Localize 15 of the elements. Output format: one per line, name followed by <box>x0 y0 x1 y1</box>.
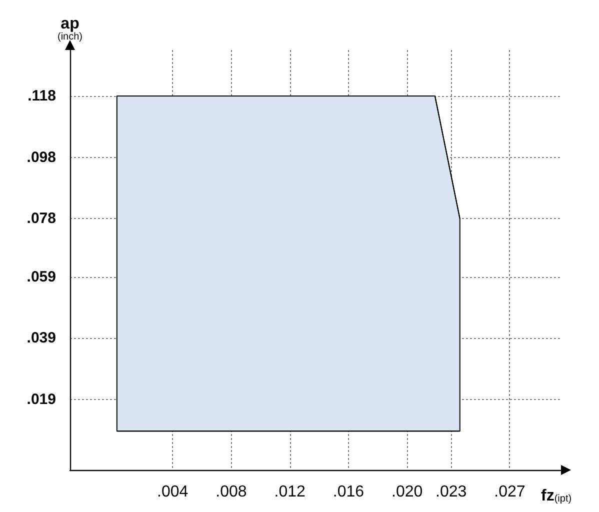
y-tick-label: .019 <box>26 390 56 408</box>
y-tick-label: .039 <box>26 330 56 347</box>
x-tick-label: .004 <box>157 484 188 500</box>
x-tick-label: .008 <box>216 484 247 500</box>
x-tick-label: .012 <box>274 484 306 500</box>
y-tick-label: .098 <box>26 148 56 166</box>
x-axis-title: fz(ipt) <box>541 488 572 504</box>
y-tick-label: .059 <box>26 268 56 286</box>
x-tick-label: .020 <box>392 484 423 500</box>
y-axis-title: ap (inch) <box>57 16 83 42</box>
x-tick-label: .016 <box>332 484 364 500</box>
x-tick-label: .023 <box>436 484 467 500</box>
x-tick-label: .027 <box>494 484 526 500</box>
y-tick-label: .118 <box>28 87 56 104</box>
y-tick-label: .078 <box>26 210 56 228</box>
